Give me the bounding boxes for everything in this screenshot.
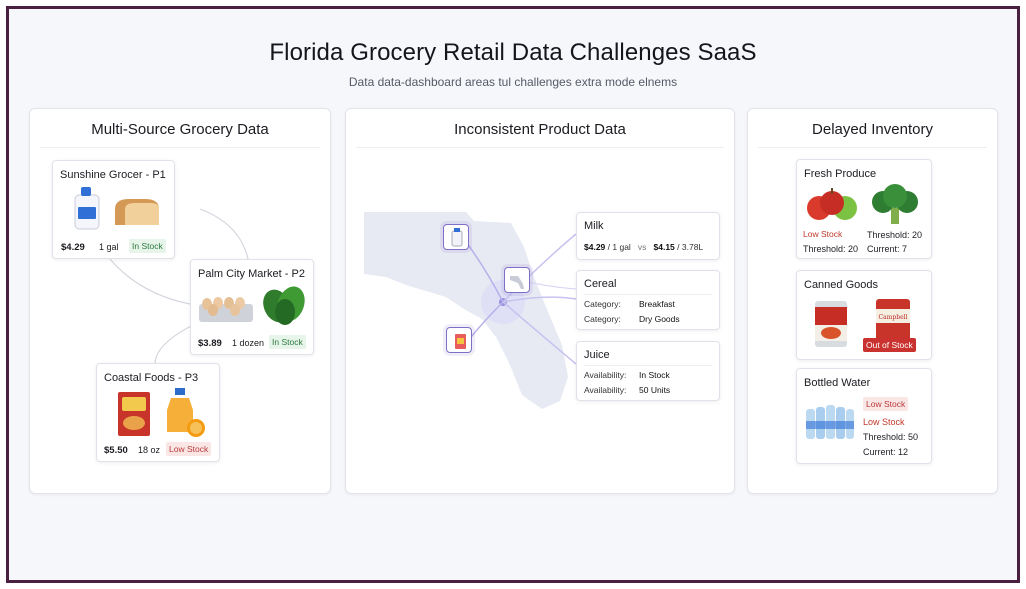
florida-map-marker[interactable] xyxy=(504,267,530,293)
panel-title: Inconsistent Product Data xyxy=(454,121,626,138)
cereal-data-card[interactable]: Cereal Category: Breakfast Category: Dry… xyxy=(576,270,720,330)
unit: 1 gal xyxy=(99,242,119,252)
availability-label: Availability: xyxy=(584,385,627,395)
panel-title: Delayed Inventory xyxy=(812,121,933,138)
price-a: $4.29 xyxy=(584,242,606,252)
category-value: Dry Goods xyxy=(639,314,680,324)
divider xyxy=(356,147,724,148)
page-subtitle: Data data-dashboard areas tul challenges… xyxy=(348,75,678,89)
bread-icon xyxy=(115,199,159,225)
product-name: Milk xyxy=(584,220,604,232)
availability-value: In Stock xyxy=(639,370,670,380)
price: $3.89 xyxy=(198,338,222,349)
canned-goods-card[interactable]: Canned Goods Campbell Out of Stock xyxy=(796,270,932,360)
category-label: Category: xyxy=(584,314,621,324)
status-badge: Low Stock xyxy=(803,229,843,239)
product-name: Cereal xyxy=(584,278,617,290)
store-card-p1[interactable]: Sunshine Grocer - P1 $4.29 1 gal In Stoc… xyxy=(52,160,175,259)
connection-lines xyxy=(109,208,249,365)
milk-jug-icon xyxy=(74,187,100,230)
category-label: Category: xyxy=(584,299,621,309)
status-badge: In Stock xyxy=(269,335,306,349)
soup-can-icon xyxy=(815,301,847,347)
juice-data-card[interactable]: Juice Availability: In Stock Availabilit… xyxy=(576,341,720,401)
divider xyxy=(584,294,712,295)
milk-map-marker[interactable] xyxy=(443,224,469,250)
delayed-inventory-panel: Delayed Inventory Fresh Produce Low Stoc… xyxy=(747,108,998,494)
store-name: Coastal Foods - P3 xyxy=(104,372,199,384)
availability-label: Availability: xyxy=(584,370,627,380)
store-card-p3[interactable]: Coastal Foods - P3 $5.50 18 oz Low Stock xyxy=(96,363,220,462)
can-label: Campbell xyxy=(879,314,908,321)
divider xyxy=(40,147,320,148)
threshold: Threshold: 50 xyxy=(863,432,919,442)
eggs-icon xyxy=(199,297,253,322)
cereal-box-icon xyxy=(118,392,150,436)
product-name: Juice xyxy=(584,349,610,361)
category-name: Canned Goods xyxy=(804,279,878,291)
bottled-water-card[interactable]: Bottled Water Low Stock Low Stock Thresh… xyxy=(796,368,932,464)
unit-a: / 1 gal xyxy=(607,242,631,252)
price: $4.29 xyxy=(61,242,85,253)
divider xyxy=(584,365,712,366)
apples-icon xyxy=(807,188,857,220)
juice-box-icon xyxy=(455,334,466,349)
unit-b: / 3.78L xyxy=(677,242,704,252)
threshold: Threshold: 20 xyxy=(803,244,859,254)
status-badge: Low Stock xyxy=(863,397,909,411)
unit: 1 dozen xyxy=(232,338,265,348)
store-name: Palm City Market - P2 xyxy=(198,268,305,280)
florida-shape-icon xyxy=(510,276,524,289)
store-card-p2[interactable]: Palm City Market - P2 $3.89 1 dozen In S… xyxy=(190,259,314,355)
status-text: Low Stock xyxy=(863,417,905,427)
category-name: Fresh Produce xyxy=(804,168,877,180)
current-count: Current: 12 xyxy=(863,447,909,457)
status-badge: Low Stock xyxy=(166,442,212,456)
divider xyxy=(758,147,987,148)
broccoli-icon xyxy=(872,184,918,224)
water-bottles-icon xyxy=(806,405,854,439)
threshold: Threshold: 20 xyxy=(867,230,923,240)
price-comparison: $4.29 / 1 gal vs $4.15 / 3.78L xyxy=(584,242,703,252)
multi-source-panel: Multi-Source Grocery Data Sunshine Groce… xyxy=(29,108,331,494)
orange-juice-icon xyxy=(167,388,205,437)
juice-map-marker[interactable] xyxy=(446,327,472,353)
status-badge: Out of Stock xyxy=(863,338,916,352)
price-b: $4.15 xyxy=(653,242,675,252)
vs-label: vs xyxy=(637,242,647,252)
availability-value: 50 Units xyxy=(639,385,671,395)
store-name: Sunshine Grocer - P1 xyxy=(60,169,166,181)
dashboard-frame: Florida Grocery Retail Data Challenges S… xyxy=(6,6,1020,583)
status-badge: In Stock xyxy=(129,239,166,253)
panel-title: Multi-Source Grocery Data xyxy=(91,121,269,138)
page-title: Florida Grocery Retail Data Challenges S… xyxy=(269,39,757,66)
tomato-can-icon: Campbell xyxy=(876,299,910,341)
category-value: Breakfast xyxy=(639,299,675,309)
spinach-icon xyxy=(263,286,305,325)
category-name: Bottled Water xyxy=(804,377,871,389)
fresh-produce-card[interactable]: Fresh Produce Low Stock Threshold: 20 Th… xyxy=(796,159,932,259)
inconsistent-data-panel: Inconsistent Product Data xyxy=(345,108,735,494)
current-count: Current: 7 xyxy=(867,244,908,254)
unit: 18 oz xyxy=(138,445,161,455)
milk-jug-icon xyxy=(451,228,463,247)
milk-data-card[interactable]: Milk $4.29 / 1 gal vs $4.15 / 3.78L xyxy=(576,212,720,260)
price: $5.50 xyxy=(104,445,128,456)
